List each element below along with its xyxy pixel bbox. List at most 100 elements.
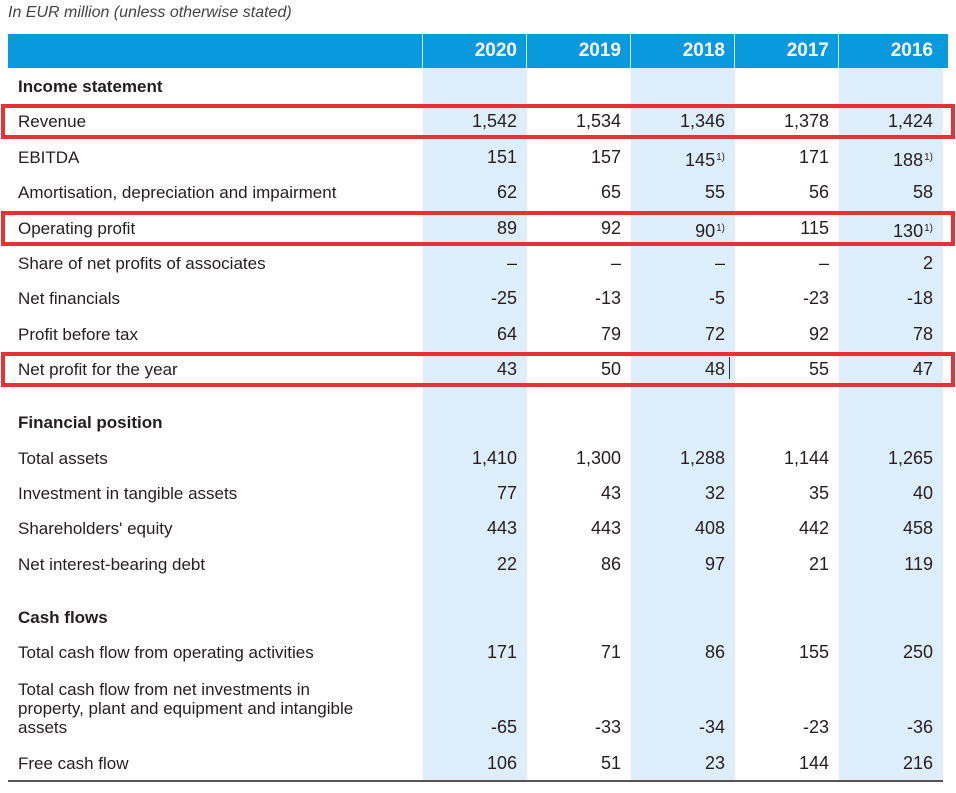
cell-value: 250 — [902, 642, 933, 662]
cell-value: 144 — [798, 753, 829, 773]
cell-2020: 89 — [423, 211, 527, 246]
cell-value: -23 — [802, 717, 829, 737]
table-row: Free cash flow 106 51 23 144 216 — [0, 746, 956, 781]
cell-2017: 21 — [735, 547, 839, 582]
table-row: Net financials -25 -13 -5 -23 -18 — [0, 281, 956, 316]
cell-value: 1,424 — [887, 111, 933, 131]
cell-value: 1,534 — [575, 111, 621, 131]
section-row: Income statement — [0, 69, 956, 104]
cell-value: 92 — [600, 218, 621, 238]
header-year-2017: 2017 — [786, 40, 829, 61]
header-year-2019: 2019 — [578, 40, 621, 61]
cell-value: 92 — [808, 324, 829, 344]
cell-value: 408 — [694, 518, 725, 538]
cell-2020: 22 — [423, 547, 527, 582]
cell-2016: 58 — [839, 175, 943, 210]
header-year-2018: 2018 — [682, 40, 725, 61]
row-label: Net interest-bearing debt — [18, 555, 206, 574]
cell-value: 78 — [912, 324, 933, 344]
cell-value: 119 — [904, 554, 933, 574]
cell-2018: -34 — [631, 710, 735, 745]
cell-value: 1,346 — [679, 111, 725, 131]
cell-2017: 115 — [735, 211, 839, 246]
footnote-marker: 1) — [716, 152, 725, 163]
table-bottom-rule — [8, 780, 943, 782]
cell-2020: 106 — [423, 746, 527, 781]
cell-value: 47 — [912, 359, 933, 379]
row-label: Amortisation, depreciation and impairmen… — [18, 183, 337, 202]
cell-value: 1,300 — [575, 448, 621, 468]
cell-value: -23 — [802, 288, 829, 308]
cell-2018: 23 — [631, 746, 735, 781]
cell-value: – — [506, 253, 517, 273]
cell-value: 79 — [600, 324, 621, 344]
cell-2017: 155 — [735, 635, 839, 670]
cell-value: 145 — [685, 150, 716, 170]
table-row: Share of net profits of associates – – – – 2 — [0, 246, 956, 281]
table-caption: In EUR million (unless otherwise stated) — [8, 4, 292, 21]
cell-value: 1,288 — [679, 448, 725, 468]
cell-2018: 408 — [631, 511, 735, 546]
cell-value: 1,410 — [471, 448, 517, 468]
cell-2019: 92 — [527, 211, 631, 246]
table-row: Net profit for the year 43 50 48 55 47 — [0, 352, 956, 387]
cell-value: 55 — [704, 182, 725, 202]
cell-value: 71 — [600, 642, 621, 662]
cell-2016: -36 — [839, 710, 943, 745]
cell-value: -5 — [708, 288, 725, 308]
section-row: Financial position — [0, 405, 956, 440]
row-label: Net financials — [18, 289, 121, 308]
cell-value: 65 — [600, 182, 621, 202]
row-label: Profit before tax — [18, 325, 139, 344]
table-row: Total cash flow from net investments in p… — [0, 680, 956, 760]
header-divider — [630, 34, 631, 68]
cell-value: 22 — [496, 554, 517, 574]
cell-value: 72 — [704, 324, 725, 344]
cell-value: 40 — [912, 483, 933, 503]
cell-value: – — [818, 253, 829, 273]
cell-2019: – — [527, 246, 631, 281]
cell-value: 43 — [496, 359, 517, 379]
cell-value: 77 — [496, 483, 517, 503]
cell-2016: 2 — [839, 246, 943, 281]
cell-2019: 65 — [527, 175, 631, 210]
text-cursor — [729, 357, 730, 379]
row-label-line: property, plant and equipment and intang… — [18, 699, 354, 718]
cell-2017: 171 — [735, 140, 839, 175]
row-label: EBITDA — [18, 148, 80, 167]
cell-value: 151 — [486, 147, 517, 167]
table-row: Shareholders' equity 443 443 408 442 458 — [0, 511, 956, 546]
cell-2018: 32 — [631, 476, 735, 511]
cell-2018: – — [631, 246, 735, 281]
cell-2020: 1,542 — [423, 104, 527, 139]
cell-2017: -23 — [735, 281, 839, 316]
cell-2016: 78 — [839, 317, 943, 352]
row-label: Investment in tangible assets — [18, 484, 238, 503]
cell-2016: 119 — [839, 547, 943, 582]
cell-2020: – — [423, 246, 527, 281]
cell-value: 106 — [486, 753, 517, 773]
cell-2016: 1881) — [839, 140, 943, 178]
cell-2017: 144 — [735, 746, 839, 781]
cell-2018: 901) — [631, 211, 735, 249]
cell-value: 97 — [704, 554, 725, 574]
row-label: Revenue — [18, 112, 87, 131]
cell-2020: 1,410 — [423, 441, 527, 476]
table-row: Profit before tax 64 79 72 92 78 — [0, 317, 956, 352]
section-row: Cash flows — [0, 600, 956, 635]
cell-value: 32 — [704, 483, 725, 503]
cell-value: 171 — [486, 642, 517, 662]
cell-value: -34 — [698, 717, 725, 737]
table-row: Amortisation, depreciation and impairmen… — [0, 175, 956, 210]
cell-2019: 79 — [527, 317, 631, 352]
cell-value: 2 — [922, 253, 933, 273]
cell-2017: 35 — [735, 476, 839, 511]
header-divider — [526, 34, 527, 68]
cell-2019: 1,534 — [527, 104, 631, 139]
cell-value: 55 — [808, 359, 829, 379]
cell-2020: 64 — [423, 317, 527, 352]
cell-value: 1,378 — [783, 111, 829, 131]
cell-value: -25 — [490, 288, 517, 308]
row-label: Total cash flow from operating activitie… — [18, 643, 314, 662]
cell-value: -65 — [490, 717, 517, 737]
